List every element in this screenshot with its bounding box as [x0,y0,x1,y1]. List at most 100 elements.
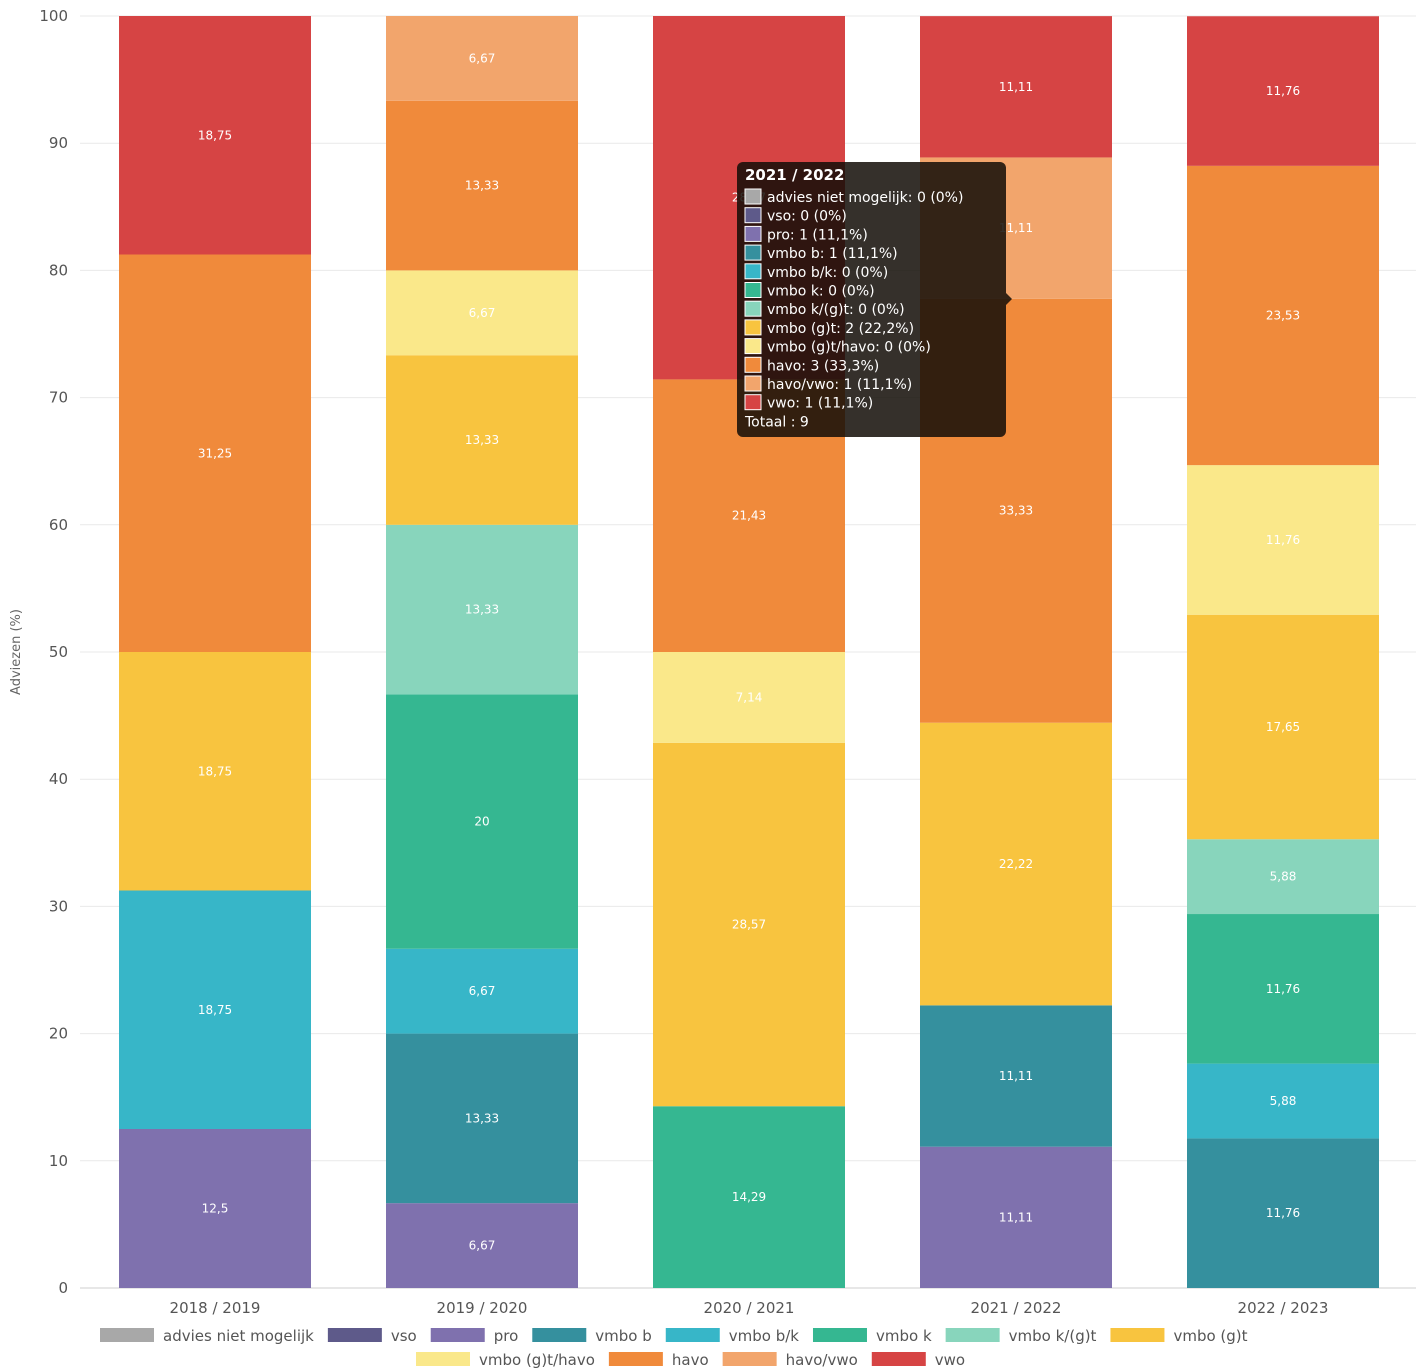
legend-item[interactable]: vmbo b [595,1327,651,1345]
legend-swatch[interactable] [327,1328,382,1342]
bar-segment[interactable] [920,1146,1112,1288]
bar-segment[interactable] [386,355,578,525]
tooltip-title: 2021 / 2022 [745,166,844,184]
y-tick-label: 10 [49,1152,68,1170]
legend-item[interactable]: vmbo k/(g)t [1009,1327,1097,1345]
bar-segment[interactable] [119,890,311,1130]
bar-segment[interactable] [386,1203,578,1288]
bar-segment[interactable] [1187,1138,1379,1288]
bar-segment[interactable] [653,742,845,1107]
data-label: 6,67 [469,306,496,320]
legend-swatch[interactable] [871,1352,926,1366]
data-label: 31,25 [198,446,232,460]
legend-item[interactable]: vmbo b/k [729,1327,800,1345]
legend-swatch[interactable] [1110,1328,1165,1342]
tooltip: 2021 / 2022 advies niet mogelijk: 0 (0%) v… [737,162,1012,437]
y-axis-title: Adviezen (%) [9,609,24,695]
legend-item[interactable]: vmbo k [876,1327,932,1345]
tooltip-swatch [744,338,762,355]
data-label: 28,57 [732,918,766,932]
legend-swatch[interactable] [532,1328,587,1342]
bar-segment[interactable] [119,254,311,653]
legend-item[interactable]: vmbo (g)t/havo [479,1351,595,1369]
y-tick-label: 100 [39,7,68,25]
legend-item[interactable]: vso [391,1327,417,1345]
y-tick-label: 20 [49,1025,68,1043]
bar-segment[interactable] [119,652,311,891]
y-tick-label: 80 [49,261,68,279]
bar-segment[interactable] [1187,614,1379,840]
legend-swatch[interactable] [100,1328,154,1342]
bar-segment[interactable] [1187,914,1379,1064]
legend-item[interactable]: vmbo (g)t [1173,1327,1247,1345]
bar-segment[interactable] [386,948,578,1034]
tooltip-line: havo/vwo: 1 (11,1%) [767,377,912,393]
bar-segment[interactable] [119,1129,311,1288]
data-label: 17,65 [1266,720,1300,734]
bar-segment[interactable] [1187,465,1379,615]
data-label: 23,53 [1266,308,1300,322]
legend-swatch[interactable] [608,1352,663,1366]
tooltip-line: vmbo (g)t: 2 (22,2%) [767,321,914,337]
bar-segment[interactable] [386,16,578,101]
y-tick-label: 70 [49,389,68,407]
legend-item[interactable]: vwo [935,1351,965,1369]
bar-segment[interactable] [1187,1063,1379,1139]
legend-swatch[interactable] [665,1328,720,1342]
tooltip-caret [1006,293,1012,305]
tooltip-swatch [744,282,762,298]
data-label: 11,11 [999,80,1033,94]
y-axis: 0 10 20 30 40 50 60 70 80 90 100 [39,7,68,1297]
bar-segment[interactable] [386,100,578,271]
legend-item[interactable]: advies niet mogelijk [163,1327,314,1345]
legend-item[interactable]: pro [494,1327,519,1345]
legend-swatch[interactable] [812,1328,867,1342]
tooltip-total: Totaal : 9 [744,414,809,430]
legend-swatch[interactable] [722,1352,777,1366]
bar-segment[interactable] [653,652,845,743]
data-label: 11,76 [1266,982,1300,996]
data-label: 11,11 [999,1069,1033,1083]
bar-segment[interactable] [386,1033,578,1204]
bar-segment[interactable] [119,16,311,255]
x-tick-label: 2020 / 2021 [704,1299,795,1317]
bar-segment[interactable] [920,722,1112,1006]
bar-segment[interactable] [386,694,578,949]
bar-segment[interactable] [920,16,1112,158]
legend-swatch[interactable] [945,1328,1000,1342]
bar-segment[interactable] [653,1106,845,1288]
data-label: 22,22 [999,857,1033,871]
legend-item[interactable]: havo [672,1351,709,1369]
tooltip-line: advies niet mogelijk: 0 (0%) [767,190,963,206]
bar-segment[interactable] [386,270,578,356]
data-label: 33,33 [999,504,1033,518]
tooltip-line: vmbo b/k: 0 (0%) [767,265,888,281]
bar-segment[interactable] [1187,16,1379,166]
tooltip-line: vmbo k/(g)t: 0 (0%) [767,302,905,318]
data-label: 5,88 [1270,1094,1297,1108]
legend-swatch[interactable] [416,1352,470,1366]
y-tick-label: 60 [49,516,68,534]
x-axis: 2018 / 2019 2019 / 2020 2020 / 2021 2021 / … [170,1299,1329,1317]
bar-segment[interactable] [386,524,578,695]
bar-segment[interactable] [920,1005,1112,1147]
data-label: 6,67 [469,51,496,65]
bar-segment[interactable] [1187,839,1379,915]
legend-swatch[interactable] [430,1328,485,1342]
tooltip-line: vwo: 1 (11,1%) [767,396,873,412]
legend-item[interactable]: havo/vwo [786,1351,858,1369]
y-tick-label: 30 [49,897,68,915]
data-label: 21,43 [732,509,766,523]
data-label: 13,33 [465,1111,499,1125]
y-tick-label: 0 [58,1279,68,1297]
data-label: 20 [474,815,489,829]
data-label: 13,33 [465,603,499,617]
y-tick-label: 40 [49,770,68,788]
data-label: 6,67 [469,984,496,998]
x-tick-label: 2022 / 2023 [1238,1299,1329,1317]
x-tick-label: 2018 / 2019 [170,1299,261,1317]
data-label: 11,76 [1266,84,1300,98]
data-label: 11,76 [1266,533,1300,547]
bar-segment[interactable] [1187,165,1379,466]
